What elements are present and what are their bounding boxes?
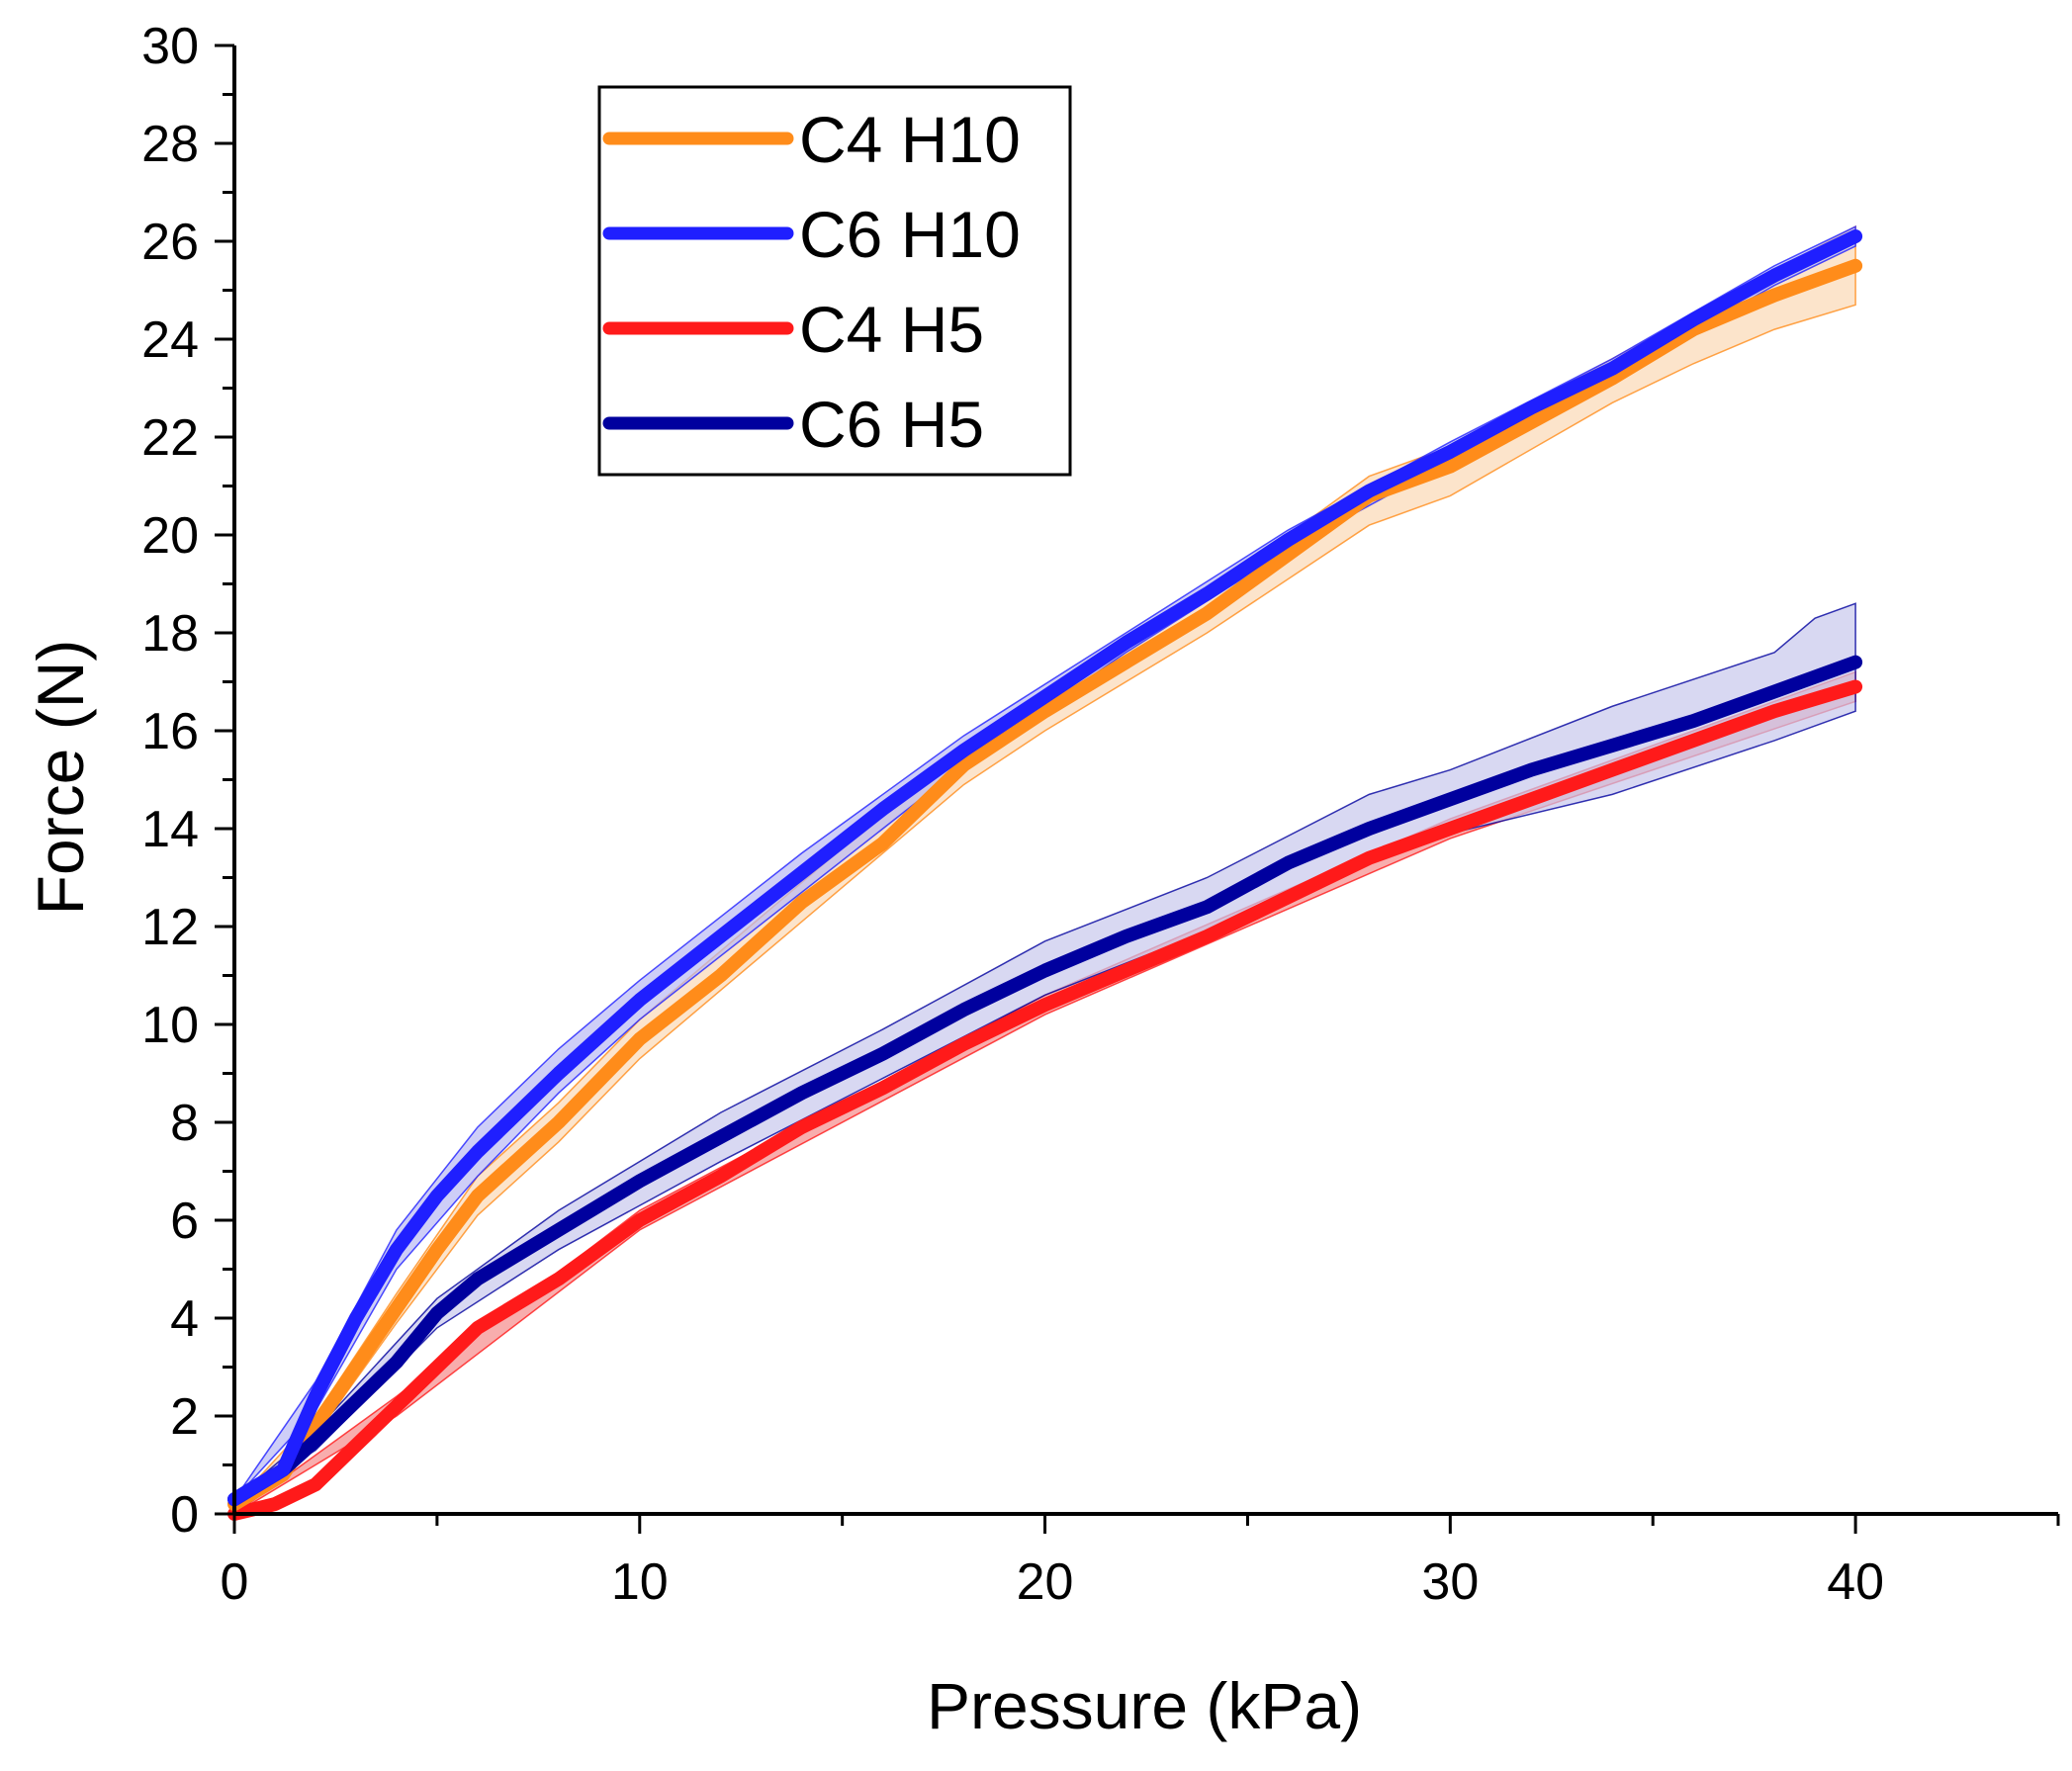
y-tick-label: 30 — [141, 18, 199, 75]
y-tick-label: 26 — [141, 214, 199, 271]
legend-label-c6-h5: C6 H5 — [799, 388, 984, 461]
x-tick-label: 10 — [611, 1553, 669, 1611]
legend-label-c4-h10: C4 H10 — [799, 103, 1021, 176]
y-tick-label: 16 — [141, 703, 199, 760]
band-c4-h5 — [233, 670, 1856, 1515]
y-tick-label: 2 — [170, 1388, 199, 1446]
series-line-c6-h10 — [227, 229, 1863, 1507]
series-lines — [227, 229, 1863, 1521]
y-tick-label: 10 — [141, 997, 199, 1054]
x-tick-label: 0 — [221, 1553, 249, 1611]
y-tick-label: 14 — [141, 801, 199, 858]
legend-frame — [597, 85, 1072, 477]
x-tick-label: 20 — [1017, 1553, 1074, 1611]
series-line-c4-h5 — [227, 679, 1863, 1521]
x-tick-label: 30 — [1421, 1553, 1479, 1611]
y-tick-label: 18 — [141, 605, 199, 663]
y-axis-title: Force (N) — [24, 640, 97, 916]
legend-label-c4-h5: C4 H5 — [799, 293, 984, 366]
legend-items: C4 H10 C6 H10 C4 H5 C6 H5 — [602, 103, 1021, 461]
x-axis-title: Pressure (kPa) — [927, 1669, 1362, 1742]
legend-label-c6-h10: C6 H10 — [799, 198, 1021, 271]
series-line-c4-h10 — [227, 258, 1863, 1512]
y-tick-label: 22 — [141, 409, 199, 467]
band-c6-h5 — [233, 602, 1856, 1500]
legend: C4 H10 C6 H10 C4 H5 C6 H5 — [597, 85, 1072, 477]
y-tick-label: 4 — [170, 1290, 199, 1348]
y-tick-label: 0 — [170, 1486, 199, 1544]
y-tick-label: 12 — [141, 899, 199, 956]
y-tick-label: 28 — [141, 116, 199, 173]
y-tick-label: 6 — [170, 1193, 199, 1250]
y-tick-label: 8 — [170, 1095, 199, 1152]
x-tick-label: 40 — [1827, 1553, 1884, 1611]
series-line-c6-h5 — [227, 655, 1863, 1507]
x-axis-ticks: 0 10 20 30 40 — [221, 1514, 2060, 1611]
y-tick-label: 20 — [141, 507, 199, 565]
y-tick-label: 24 — [141, 311, 199, 369]
